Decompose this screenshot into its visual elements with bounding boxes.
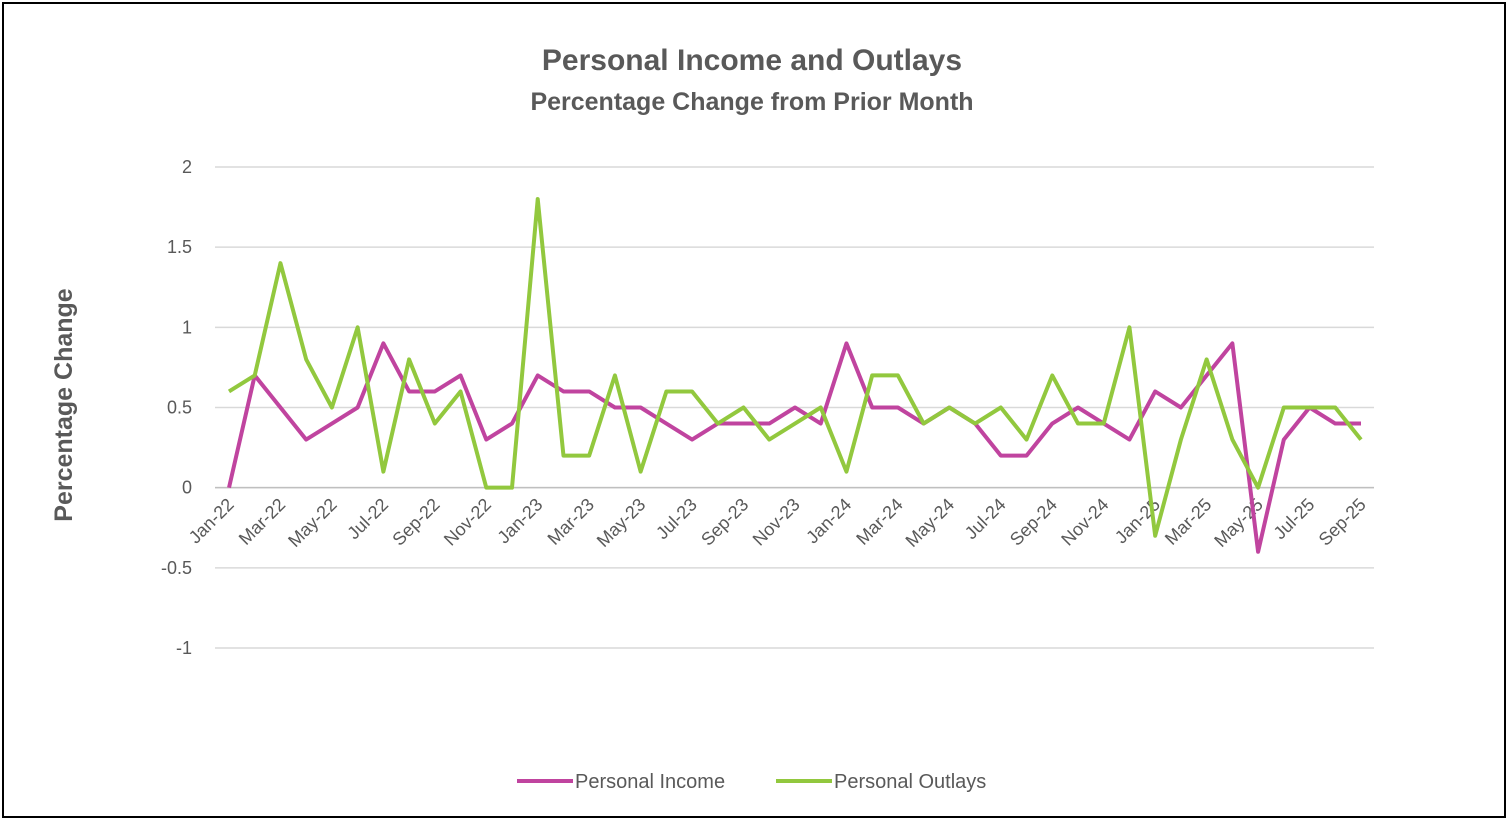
y-tick-label: 0 [182,478,192,498]
legend-label: Personal Outlays [834,771,986,793]
y-tick-label: -1 [176,638,192,658]
series-line [227,197,1363,538]
y-tick-label: 0.5 [167,398,192,418]
series-line [227,341,1361,554]
legend-label: Personal Income [575,771,725,793]
chart-title: Personal Income and Outlays [542,44,962,77]
y-tick-label: -0.5 [161,558,192,578]
chart-subtitle: Percentage Change from Prior Month [530,88,973,116]
y-tick-label: 2 [182,157,192,177]
y-tick-label: 1 [182,317,192,337]
y-tick-label: 1.5 [167,237,192,257]
y-axis-label: Percentage Change [50,288,78,522]
